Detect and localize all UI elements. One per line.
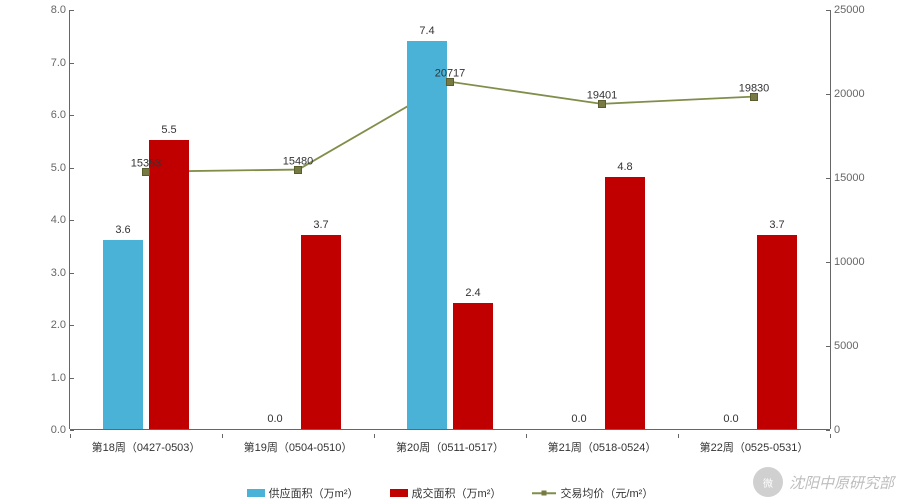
price-label: 19401 (587, 90, 618, 102)
legend-item-supply: 供应面积（万m²） (247, 485, 359, 501)
bar-label: 3.7 (769, 219, 784, 231)
legend-line-price (532, 489, 556, 497)
y-right-tick-label: 20000 (834, 88, 865, 100)
bar-deal (605, 177, 645, 429)
y-right-tick-label: 25000 (834, 4, 865, 16)
legend-item-deal: 成交面积（万m²） (390, 485, 502, 501)
x-tick-mark (374, 434, 375, 438)
y-right-tick-mark (826, 430, 830, 431)
bar-label: 5.5 (161, 124, 176, 136)
watermark-text: 沈阳中原研究部 (789, 472, 894, 493)
x-category-label: 第19周（0504-0510） (244, 439, 353, 455)
legend-label: 交易均价（元/m²） (560, 485, 653, 501)
y-left-tick-label: 3.0 (51, 267, 66, 279)
y-right-tick-label: 10000 (834, 256, 865, 268)
legend-swatch-deal (390, 489, 408, 497)
x-category-label: 第21周（0518-0524） (548, 439, 657, 455)
bar-label: 4.8 (617, 161, 632, 173)
bar-supply (103, 240, 143, 429)
y-axis-right: 0500010000150002000025000 (830, 10, 860, 429)
bar-label: 3.7 (313, 219, 328, 231)
chart-container: 0.01.02.03.04.05.06.07.08.0 050001000015… (40, 10, 860, 450)
wechat-icon: 微 (753, 467, 783, 497)
bar-supply (407, 41, 447, 430)
bar-label: 0.0 (723, 413, 738, 425)
x-category-label: 第20周（0511-0517） (396, 439, 504, 455)
x-tick-mark (830, 434, 831, 438)
y-right-tick-label: 5000 (834, 340, 858, 352)
x-tick-mark (526, 434, 527, 438)
bar-label: 0.0 (571, 413, 586, 425)
legend-label: 供应面积（万m²） (269, 485, 359, 501)
x-tick-mark (222, 434, 223, 438)
price-line (147, 82, 754, 172)
plot-area: 0.01.02.03.04.05.06.07.08.0 050001000015… (70, 10, 830, 430)
legend-label: 成交面积（万m²） (412, 485, 502, 501)
y-left-tick-label: 8.0 (51, 4, 66, 16)
price-label: 15353 (131, 158, 162, 170)
y-left-tick-label: 6.0 (51, 109, 66, 121)
x-category-label: 第22周（0525-0531） (700, 439, 809, 455)
price-label: 15480 (283, 156, 314, 168)
y-left-tick-label: 1.0 (51, 372, 66, 384)
bar-deal (757, 235, 797, 429)
legend-swatch-supply (247, 489, 265, 497)
legend-item-price: 交易均价（元/m²） (532, 485, 653, 501)
x-category-label: 第18周（0427-0503） (92, 439, 201, 455)
bar-label: 7.4 (419, 25, 434, 37)
price-label: 20717 (435, 68, 466, 80)
bar-deal (453, 303, 493, 429)
y-left-tick-label: 4.0 (51, 214, 66, 226)
y-left-tick-mark (70, 430, 74, 431)
y-left-tick-label: 0.0 (51, 424, 66, 436)
y-left-tick-label: 2.0 (51, 319, 66, 331)
bar-deal (149, 140, 189, 429)
y-axis-left: 0.01.02.03.04.05.06.07.08.0 (40, 10, 70, 429)
bar-label: 0.0 (267, 413, 282, 425)
y-left-tick-label: 5.0 (51, 162, 66, 174)
watermark: 微 沈阳中原研究部 (753, 467, 894, 497)
x-tick-mark (678, 434, 679, 438)
bar-label: 2.4 (465, 287, 480, 299)
bar-label: 3.6 (115, 224, 130, 236)
bar-deal (301, 235, 341, 429)
y-right-tick-label: 15000 (834, 172, 865, 184)
x-tick-mark (70, 434, 71, 438)
y-left-tick-label: 7.0 (51, 57, 66, 69)
y-right-tick-label: 0 (834, 424, 840, 436)
price-label: 19830 (739, 82, 770, 94)
